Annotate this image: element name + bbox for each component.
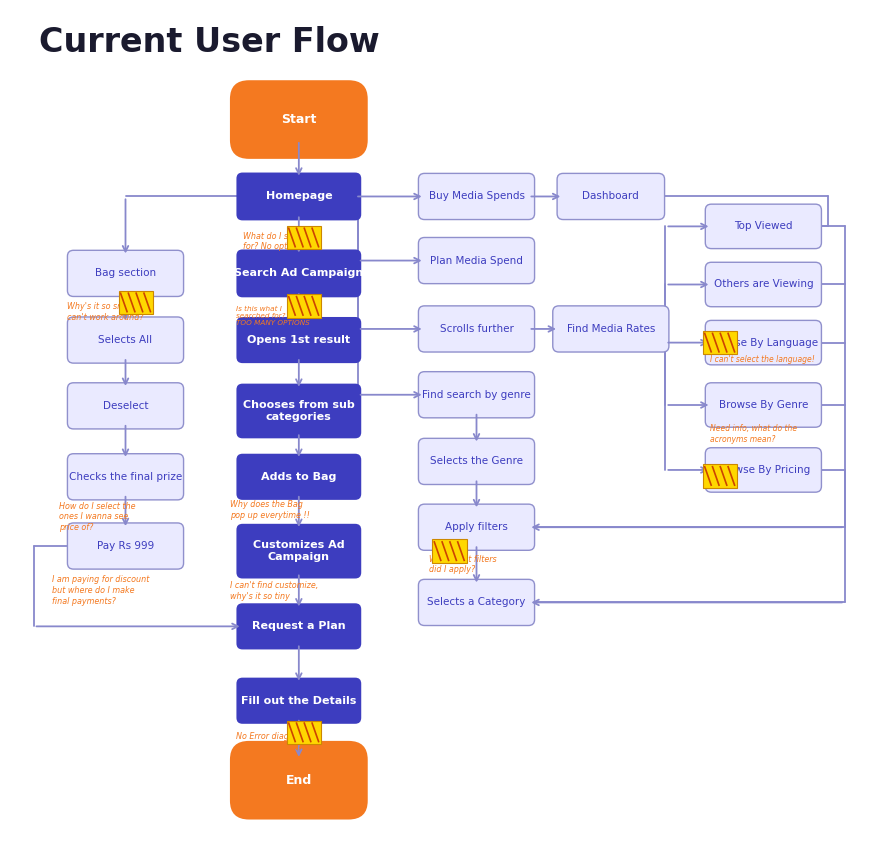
FancyBboxPatch shape xyxy=(705,320,822,365)
FancyBboxPatch shape xyxy=(418,579,535,626)
Text: Pay Rs 999: Pay Rs 999 xyxy=(97,541,154,551)
Text: Request a Plan: Request a Plan xyxy=(252,621,346,632)
Text: Homepage: Homepage xyxy=(265,192,332,201)
Text: Why does the Bag
pop up everytime !!: Why does the Bag pop up everytime !! xyxy=(230,500,311,520)
FancyBboxPatch shape xyxy=(705,262,822,306)
FancyBboxPatch shape xyxy=(557,173,665,219)
Text: Selects the Genre: Selects the Genre xyxy=(430,457,523,466)
FancyBboxPatch shape xyxy=(230,741,368,820)
Text: Is this what I
searched for?
TOO MANY OPTIONS: Is this what I searched for? TOO MANY OP… xyxy=(235,306,310,326)
FancyBboxPatch shape xyxy=(287,226,321,249)
Text: I can't find customize,
why's it so tiny: I can't find customize, why's it so tiny xyxy=(230,581,318,601)
FancyBboxPatch shape xyxy=(418,306,535,352)
Text: Top Viewed: Top Viewed xyxy=(734,222,793,231)
FancyBboxPatch shape xyxy=(67,523,184,569)
FancyBboxPatch shape xyxy=(236,677,361,724)
Text: Selects All: Selects All xyxy=(99,335,152,345)
FancyBboxPatch shape xyxy=(553,306,668,352)
FancyBboxPatch shape xyxy=(418,173,535,219)
Text: Why's it so small, I
can't work around?: Why's it so small, I can't work around? xyxy=(67,302,144,322)
Text: Opens 1st result: Opens 1st result xyxy=(248,335,350,345)
FancyBboxPatch shape xyxy=(703,331,738,355)
FancyBboxPatch shape xyxy=(67,250,184,297)
FancyBboxPatch shape xyxy=(418,438,535,484)
Text: Browse By Language: Browse By Language xyxy=(709,337,818,348)
FancyBboxPatch shape xyxy=(67,383,184,429)
FancyBboxPatch shape xyxy=(703,464,738,488)
FancyBboxPatch shape xyxy=(236,524,361,578)
FancyBboxPatch shape xyxy=(236,249,361,298)
FancyBboxPatch shape xyxy=(705,383,822,427)
Text: Browse By Pricing: Browse By Pricing xyxy=(717,465,810,475)
Text: I can't select the language!: I can't select the language! xyxy=(710,356,815,364)
Text: Fill out the Details: Fill out the Details xyxy=(242,696,356,706)
Text: Bag section: Bag section xyxy=(95,268,156,279)
FancyBboxPatch shape xyxy=(432,539,467,563)
Text: End: End xyxy=(286,774,312,787)
Text: Chooses from sub
categories: Chooses from sub categories xyxy=(243,400,354,422)
FancyBboxPatch shape xyxy=(418,504,535,551)
Text: Search Ad Campaign: Search Ad Campaign xyxy=(234,268,363,279)
Text: What do I search
for? No options?: What do I search for? No options? xyxy=(242,231,310,251)
FancyBboxPatch shape xyxy=(67,317,184,363)
Text: Wait, what filters
did I apply?: Wait, what filters did I apply? xyxy=(429,555,496,574)
FancyBboxPatch shape xyxy=(705,205,822,249)
FancyBboxPatch shape xyxy=(236,317,361,363)
Text: Browse By Genre: Browse By Genre xyxy=(718,400,808,410)
Text: Customizes Ad
Campaign: Customizes Ad Campaign xyxy=(253,540,345,562)
Text: I am paying for discount
but where do I make
final payments?: I am paying for discount but where do I … xyxy=(52,575,150,606)
FancyBboxPatch shape xyxy=(705,448,822,492)
Text: Others are Viewing: Others are Viewing xyxy=(713,280,813,289)
Text: Need info, what do the
acronyms mean?: Need info, what do the acronyms mean? xyxy=(710,424,797,444)
FancyBboxPatch shape xyxy=(287,721,321,744)
FancyBboxPatch shape xyxy=(287,294,321,318)
Text: Selects a Category: Selects a Category xyxy=(427,597,526,608)
FancyBboxPatch shape xyxy=(236,454,361,500)
FancyBboxPatch shape xyxy=(230,80,368,159)
Text: Deselect: Deselect xyxy=(102,400,148,411)
Text: Find search by genre: Find search by genre xyxy=(422,390,531,400)
Text: Plan Media Spend: Plan Media Spend xyxy=(430,255,523,266)
FancyBboxPatch shape xyxy=(236,384,361,438)
Text: Apply filters: Apply filters xyxy=(445,522,508,532)
Text: Dashboard: Dashboard xyxy=(583,192,640,201)
Text: Checks the final prize: Checks the final prize xyxy=(69,472,182,482)
Text: Start: Start xyxy=(281,113,317,126)
Text: Scrolls further: Scrolls further xyxy=(439,324,514,334)
Text: Find Media Rates: Find Media Rates xyxy=(567,324,655,334)
Text: Adds to Bag: Adds to Bag xyxy=(261,472,337,482)
FancyBboxPatch shape xyxy=(236,173,361,220)
Text: No Error diagnose
done, feedback? Am I
filling the form right?: No Error diagnose done, feedback? Am I f… xyxy=(236,733,323,763)
Text: How do I select the
ones I wanna see
price of?: How do I select the ones I wanna see pri… xyxy=(59,501,136,532)
FancyBboxPatch shape xyxy=(418,372,535,418)
FancyBboxPatch shape xyxy=(67,454,184,500)
Text: Current User Flow: Current User Flow xyxy=(38,26,380,59)
FancyBboxPatch shape xyxy=(119,291,153,314)
FancyBboxPatch shape xyxy=(236,603,361,650)
FancyBboxPatch shape xyxy=(418,237,535,284)
Text: Buy Media Spends: Buy Media Spends xyxy=(429,192,524,201)
